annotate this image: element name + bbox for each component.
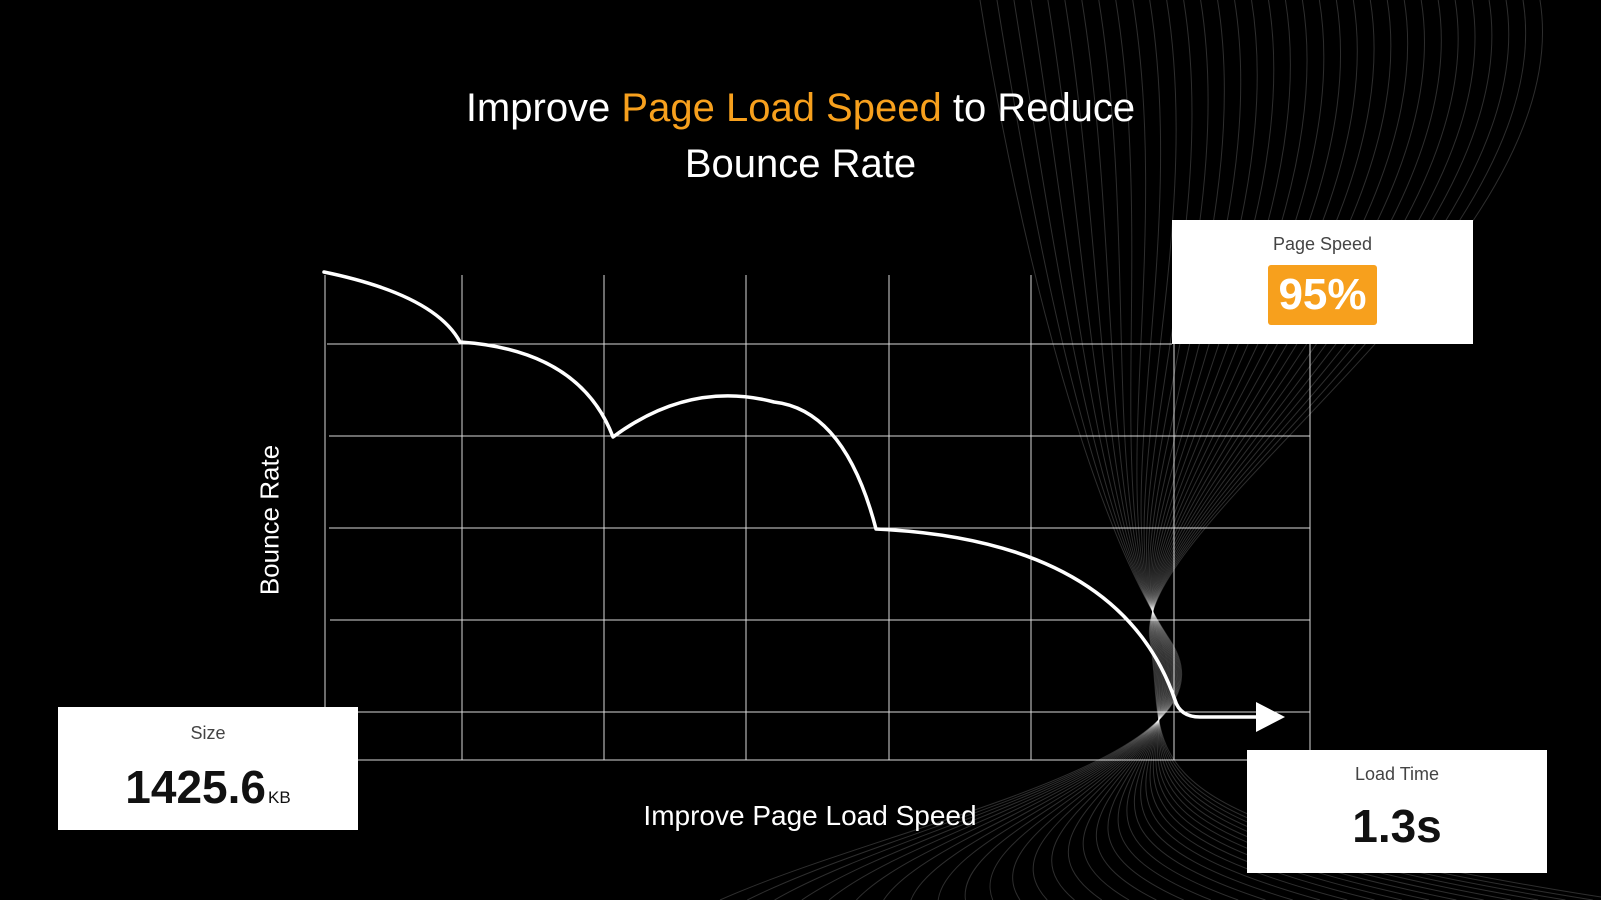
chart-grid — [324, 275, 1311, 761]
size-card: Size 1425.6 KB — [58, 707, 358, 830]
title-suffix: to Reduce — [941, 86, 1136, 130]
bounce-rate-curve — [322, 270, 1260, 719]
size-label: Size — [190, 723, 226, 743]
title-line-2: Bounce Rate — [684, 142, 917, 186]
load-time-value: 1.3s — [1352, 800, 1442, 852]
page-speed-label: Page Speed — [1272, 234, 1373, 254]
y-axis-label: Bounce Rate — [254, 444, 285, 596]
size-value: 1425.6 — [125, 761, 266, 813]
size-unit: KB — [268, 788, 291, 807]
page-speed-badge: 95% — [1268, 265, 1377, 325]
load-time-label: Load Time — [1354, 764, 1440, 784]
title-highlight: Page Load Speed — [621, 86, 942, 130]
size-value-row: 1425.6 KB — [58, 760, 358, 814]
page-title: Improve Page Load Speed to Reduce Bounce… — [300, 80, 1301, 192]
page-speed-card: Page Speed 95% — [1172, 220, 1473, 344]
arrow-right-icon — [1256, 702, 1285, 732]
title-prefix: Improve — [465, 86, 622, 130]
x-axis-label: Improve Page Load Speed — [643, 800, 977, 831]
load-time-card: Load Time 1.3s — [1247, 750, 1547, 873]
